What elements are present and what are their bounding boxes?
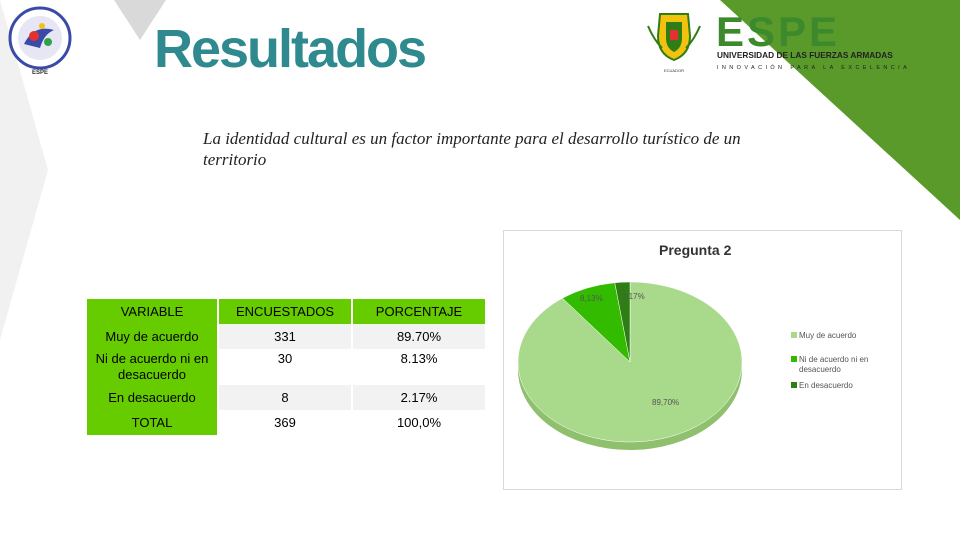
legend-label: En desacuerdo <box>799 381 853 390</box>
table-row: Ni de acuerdo ni en desacuerdo 30 8.13% <box>87 349 485 385</box>
table-row: TOTAL 369 100,0% <box>87 410 485 435</box>
table-cell: Muy de acuerdo <box>87 324 219 349</box>
table-row: Muy de acuerdo 331 89.70% <box>87 324 485 349</box>
table-row: En desacuerdo 8 2.17% <box>87 385 485 410</box>
legend-item: Ni de acuerdo ni en desacuerdo <box>791 355 891 375</box>
espe-logo: ECUADOR ESPE UNIVERSIDAD DE LAS FUERZAS … <box>647 8 910 73</box>
column-header: ENCUESTADOS <box>218 299 353 324</box>
table-cell: 8 <box>218 385 353 410</box>
legend-item: En desacuerdo <box>791 381 891 391</box>
chart-title: Pregunta 2 <box>659 242 732 258</box>
legend-label: Muy de acuerdo <box>799 331 857 340</box>
pie-chart: 89,70% 8,13% 2,17% <box>517 281 743 450</box>
column-header: PORCENTAJE <box>352 299 485 324</box>
corner-green-triangle <box>720 0 960 220</box>
espe-wordmark: ESPE <box>716 8 840 55</box>
crest-caption: ECUADOR <box>664 68 684 73</box>
table-cell: 8.13% <box>352 349 485 385</box>
legend-swatch <box>791 356 797 362</box>
pie-slice <box>614 281 631 363</box>
pie-chart-panel: Pregunta 2 89,70% 8,13% 2,17% Muy de acuer… <box>503 230 902 490</box>
table-cell: 331 <box>218 324 353 349</box>
table-cell: 2.17% <box>352 385 485 410</box>
university-tagline: INNOVACIÓN PARA LA EXCELENCIA <box>717 64 910 71</box>
chart-legend: Muy de acuerdo Ni de acuerdo ni en desac… <box>791 331 891 397</box>
pie-data-label: 89,70% <box>652 398 679 407</box>
left-logo-caption: ESPE <box>32 70 48 76</box>
results-table: VARIABLE ENCUESTADOS PORCENTAJE Muy de a… <box>87 299 485 435</box>
top-grey-triangle <box>114 0 166 40</box>
table-header-row: VARIABLE ENCUESTADOS PORCENTAJE <box>87 299 485 324</box>
university-name: UNIVERSIDAD DE LAS FUERZAS ARMADAS <box>717 50 893 60</box>
table-cell: En desacuerdo <box>87 385 219 410</box>
table-cell: Ni de acuerdo ni en desacuerdo <box>87 349 219 385</box>
page-title: Resultados <box>154 19 427 79</box>
table-cell: 100,0% <box>352 410 485 435</box>
pie-data-label: 2,17% <box>622 292 645 301</box>
survey-statement: La identidad cultural es un factor impor… <box>203 129 741 169</box>
crest-icon <box>647 13 701 62</box>
department-logo: ESPE <box>8 6 72 76</box>
table-cell: TOTAL <box>87 410 219 435</box>
legend-label: Ni de acuerdo ni en desacuerdo <box>799 355 869 374</box>
pie-data-label: 8,13% <box>580 294 603 303</box>
legend-swatch <box>791 332 797 338</box>
table-cell: 89.70% <box>352 324 485 349</box>
legend-swatch <box>791 382 797 388</box>
table-cell: 369 <box>218 410 353 435</box>
legend-item: Muy de acuerdo <box>791 331 891 341</box>
table-cell: 30 <box>218 349 353 385</box>
column-header: VARIABLE <box>87 299 219 324</box>
